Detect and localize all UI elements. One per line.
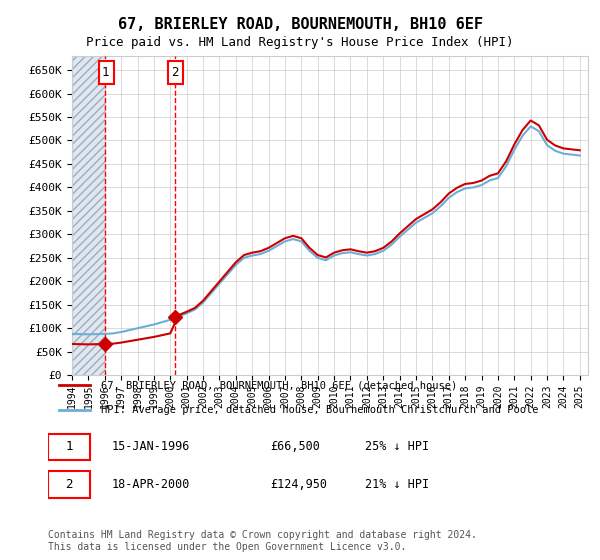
- FancyBboxPatch shape: [48, 433, 90, 460]
- FancyBboxPatch shape: [169, 60, 183, 84]
- FancyBboxPatch shape: [99, 60, 113, 84]
- Text: 18-APR-2000: 18-APR-2000: [112, 478, 190, 491]
- Bar: [72, 56, 106, 375]
- Text: Contains HM Land Registry data © Crown copyright and database right 2024.
This d: Contains HM Land Registry data © Crown c…: [48, 530, 477, 552]
- Text: HPI: Average price, detached house, Bournemouth Christchurch and Poole: HPI: Average price, detached house, Bour…: [101, 405, 538, 415]
- Text: 2: 2: [65, 478, 73, 491]
- Text: £66,500: £66,500: [270, 440, 320, 454]
- Text: 1: 1: [101, 66, 109, 79]
- Text: 25% ↓ HPI: 25% ↓ HPI: [365, 440, 429, 454]
- Text: Price paid vs. HM Land Registry's House Price Index (HPI): Price paid vs. HM Land Registry's House …: [86, 36, 514, 49]
- FancyBboxPatch shape: [48, 472, 90, 498]
- Text: 67, BRIERLEY ROAD, BOURNEMOUTH, BH10 6EF: 67, BRIERLEY ROAD, BOURNEMOUTH, BH10 6EF: [118, 17, 482, 32]
- Text: 15-JAN-1996: 15-JAN-1996: [112, 440, 190, 454]
- Text: £124,950: £124,950: [270, 478, 327, 491]
- Polygon shape: [72, 46, 106, 375]
- Text: 21% ↓ HPI: 21% ↓ HPI: [365, 478, 429, 491]
- Text: 67, BRIERLEY ROAD, BOURNEMOUTH, BH10 6EF (detached house): 67, BRIERLEY ROAD, BOURNEMOUTH, BH10 6EF…: [101, 380, 457, 390]
- Text: 2: 2: [171, 66, 179, 79]
- Text: 1: 1: [65, 440, 73, 454]
